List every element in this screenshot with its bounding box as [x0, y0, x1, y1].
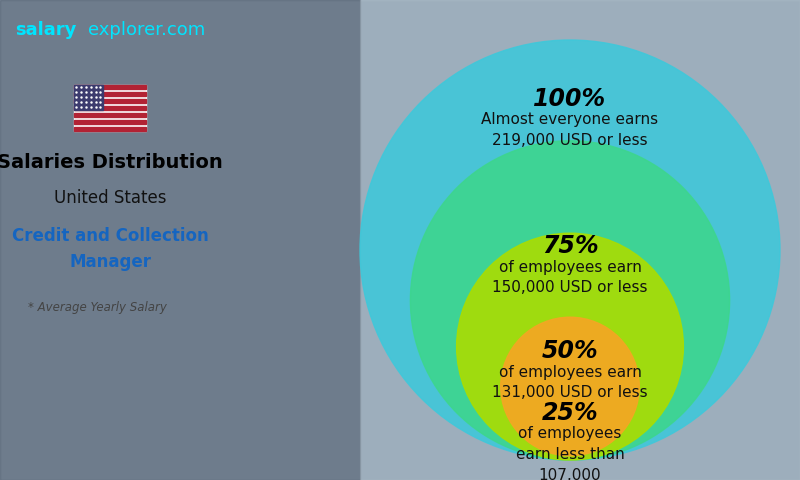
Bar: [74, 92, 146, 96]
Bar: [74, 106, 146, 110]
Text: of employees: of employees: [518, 426, 622, 441]
Text: earn less than: earn less than: [516, 447, 624, 462]
Text: Manager: Manager: [69, 253, 151, 271]
Text: Salaries Distribution: Salaries Distribution: [0, 153, 223, 171]
Bar: [74, 85, 146, 131]
Circle shape: [457, 233, 683, 460]
Circle shape: [360, 40, 780, 460]
Text: 150,000 USD or less: 150,000 USD or less: [492, 280, 648, 295]
Bar: [0, 0, 360, 480]
Text: 50%: 50%: [542, 339, 598, 363]
Text: 131,000 USD or less: 131,000 USD or less: [492, 385, 648, 400]
Text: explorer.com: explorer.com: [88, 21, 206, 39]
Bar: [74, 120, 146, 124]
Text: 25%: 25%: [542, 401, 598, 425]
Bar: [74, 128, 146, 131]
Bar: [360, 0, 800, 480]
Text: salary: salary: [15, 21, 76, 39]
Text: 107,000: 107,000: [538, 468, 602, 480]
Text: Almost everyone earns: Almost everyone earns: [482, 112, 658, 127]
Text: * Average Yearly Salary: * Average Yearly Salary: [28, 301, 167, 314]
Bar: [74, 113, 146, 117]
Text: 100%: 100%: [534, 87, 606, 111]
Text: of employees earn: of employees earn: [498, 260, 642, 275]
Circle shape: [410, 141, 730, 460]
Bar: [74, 85, 146, 88]
Text: 219,000 USD or less: 219,000 USD or less: [492, 133, 648, 148]
Bar: [74, 85, 102, 110]
Bar: [74, 99, 146, 103]
Text: 75%: 75%: [542, 234, 598, 258]
Circle shape: [501, 317, 639, 456]
Text: Credit and Collection: Credit and Collection: [12, 227, 208, 245]
Text: United States: United States: [54, 189, 166, 207]
Text: of employees earn: of employees earn: [498, 364, 642, 380]
